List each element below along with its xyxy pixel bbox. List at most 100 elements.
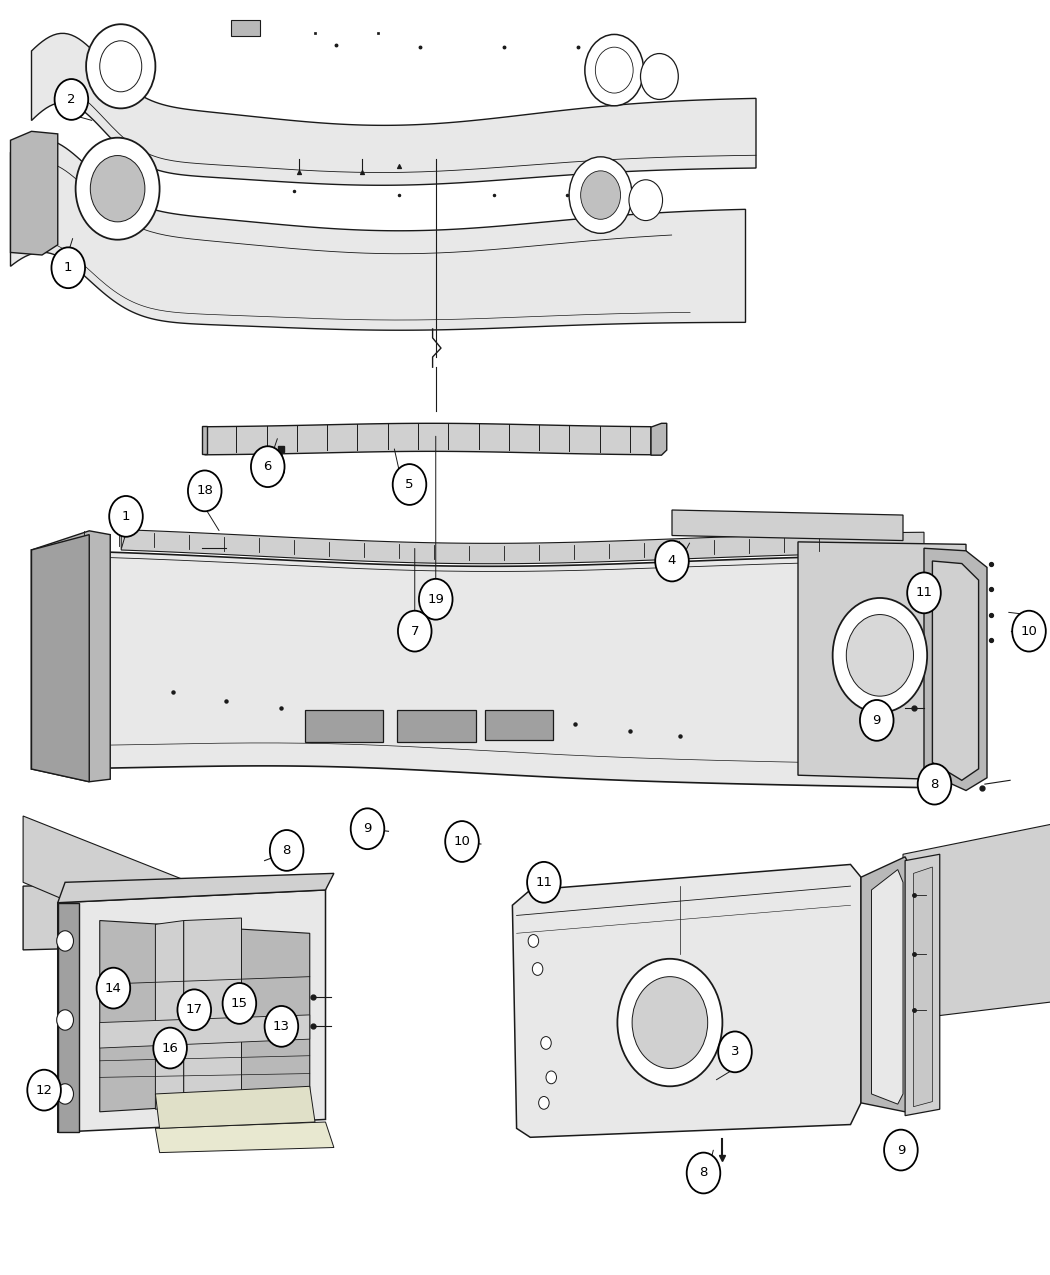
Circle shape — [398, 611, 432, 652]
Circle shape — [532, 963, 543, 975]
Polygon shape — [121, 529, 924, 564]
Polygon shape — [512, 864, 861, 1137]
Circle shape — [617, 959, 722, 1086]
Bar — [304, 710, 383, 742]
Text: 6: 6 — [264, 460, 272, 473]
Text: 14: 14 — [105, 982, 122, 994]
Circle shape — [640, 54, 678, 99]
Circle shape — [585, 34, 644, 106]
Circle shape — [265, 1006, 298, 1047]
Bar — [231, 20, 260, 36]
Polygon shape — [10, 139, 746, 330]
Polygon shape — [58, 873, 334, 903]
Circle shape — [687, 1153, 720, 1193]
Text: 1: 1 — [122, 510, 130, 523]
Circle shape — [419, 579, 453, 620]
Polygon shape — [58, 903, 79, 1132]
Circle shape — [251, 446, 285, 487]
Circle shape — [884, 1130, 918, 1170]
Circle shape — [718, 1031, 752, 1072]
Text: 17: 17 — [186, 1003, 203, 1016]
Text: 10: 10 — [454, 835, 470, 848]
Circle shape — [76, 138, 160, 240]
Circle shape — [51, 247, 85, 288]
Polygon shape — [924, 548, 987, 790]
Circle shape — [86, 24, 155, 108]
Circle shape — [153, 1028, 187, 1068]
Polygon shape — [205, 423, 651, 455]
Circle shape — [541, 1037, 551, 1049]
Circle shape — [632, 977, 708, 1068]
Text: 16: 16 — [162, 1042, 178, 1054]
Circle shape — [177, 989, 211, 1030]
Circle shape — [833, 598, 927, 713]
Polygon shape — [32, 534, 89, 782]
Text: 9: 9 — [363, 822, 372, 835]
Polygon shape — [155, 921, 184, 1109]
Circle shape — [655, 541, 689, 581]
Polygon shape — [10, 131, 58, 255]
Polygon shape — [100, 921, 310, 1112]
Circle shape — [546, 1071, 556, 1084]
Text: 7: 7 — [411, 625, 419, 638]
Polygon shape — [155, 1086, 315, 1128]
Polygon shape — [914, 867, 932, 1107]
Circle shape — [97, 968, 130, 1009]
Circle shape — [918, 764, 951, 805]
Circle shape — [223, 983, 256, 1024]
Polygon shape — [32, 550, 924, 788]
Text: 15: 15 — [231, 997, 248, 1010]
Polygon shape — [672, 510, 903, 541]
Circle shape — [629, 180, 663, 221]
Text: 13: 13 — [273, 1020, 290, 1033]
Text: 5: 5 — [405, 478, 414, 491]
Circle shape — [188, 470, 222, 511]
Circle shape — [527, 862, 561, 903]
Circle shape — [270, 830, 303, 871]
Circle shape — [569, 157, 632, 233]
Circle shape — [907, 572, 941, 613]
Circle shape — [528, 935, 539, 947]
Circle shape — [860, 700, 894, 741]
Circle shape — [90, 156, 145, 222]
Text: 9: 9 — [873, 714, 881, 727]
Circle shape — [55, 79, 88, 120]
Bar — [397, 710, 476, 742]
Circle shape — [27, 1070, 61, 1111]
Circle shape — [57, 931, 74, 951]
Circle shape — [539, 1096, 549, 1109]
Text: 11: 11 — [536, 876, 552, 889]
Circle shape — [57, 1010, 74, 1030]
Text: 1: 1 — [64, 261, 72, 274]
Polygon shape — [903, 822, 1050, 1020]
Polygon shape — [798, 542, 966, 780]
Text: 18: 18 — [196, 484, 213, 497]
Text: 19: 19 — [427, 593, 444, 606]
Polygon shape — [155, 1122, 334, 1153]
Circle shape — [351, 808, 384, 849]
Text: 12: 12 — [36, 1084, 52, 1096]
Polygon shape — [23, 882, 189, 950]
Polygon shape — [100, 1015, 310, 1048]
Circle shape — [445, 821, 479, 862]
Polygon shape — [32, 530, 110, 782]
Polygon shape — [23, 816, 184, 946]
Polygon shape — [32, 33, 756, 185]
Polygon shape — [872, 870, 903, 1104]
Circle shape — [846, 615, 914, 696]
Circle shape — [393, 464, 426, 505]
Text: 8: 8 — [930, 778, 939, 790]
Polygon shape — [651, 423, 667, 455]
Polygon shape — [905, 854, 940, 1116]
Circle shape — [581, 171, 621, 219]
Circle shape — [57, 1084, 74, 1104]
Polygon shape — [202, 426, 207, 454]
Polygon shape — [184, 918, 242, 1109]
Polygon shape — [58, 890, 326, 1132]
Text: 4: 4 — [668, 555, 676, 567]
Circle shape — [109, 496, 143, 537]
Polygon shape — [932, 561, 979, 780]
Bar — [485, 710, 553, 740]
Text: 8: 8 — [282, 844, 291, 857]
Text: 2: 2 — [67, 93, 76, 106]
